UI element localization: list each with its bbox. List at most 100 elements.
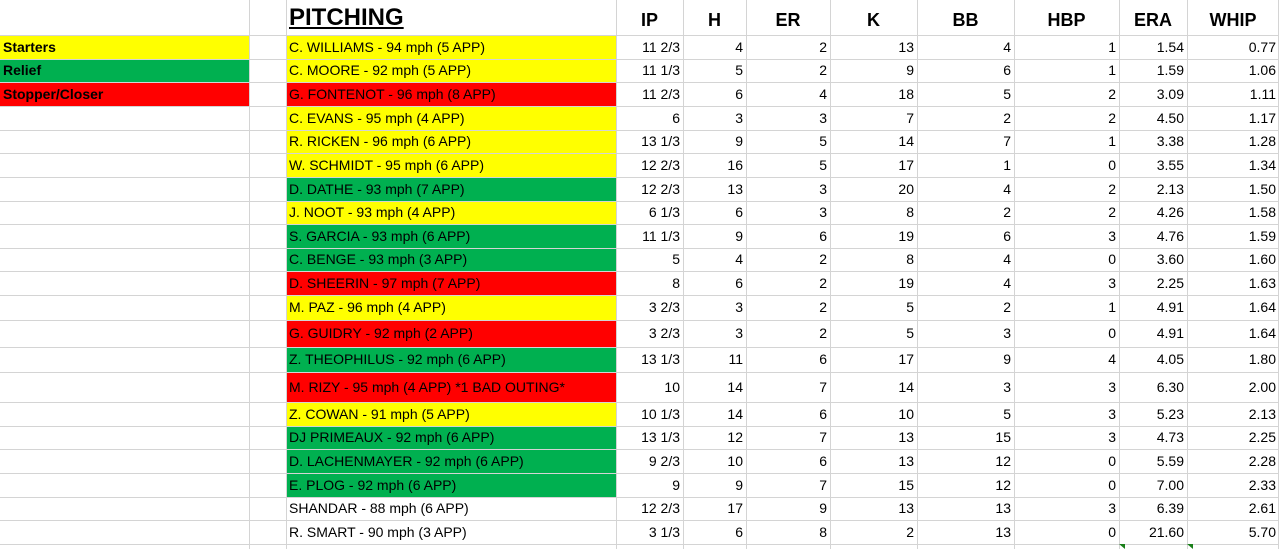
stat-cell-er: 2 (819, 62, 827, 78)
stat-cell-era: 2.13 (1156, 181, 1184, 197)
stat-cell-h: 13 (727, 181, 743, 197)
stat-cell-ip: 12 2/3 (641, 157, 680, 173)
table-row: R. SMART - 90 mph (3 APP) 3 1/3 6 8 2 13 0 21.6… (0, 520, 1279, 544)
stat-cell-h: 11 (728, 351, 743, 367)
stat-cell-bb: 6 (1003, 228, 1011, 244)
grid-hline (0, 347, 1279, 348)
stat-cell-bb: 7 (1003, 133, 1011, 149)
stat-cell-bb: 4 (1003, 275, 1011, 291)
stat-cell-whip: 1.59 (1248, 228, 1276, 244)
stat-cell-k: 20 (898, 181, 914, 197)
pitcher-name-cell: M. RIZY - 95 mph (4 APP) *1 BAD OUTING* (286, 372, 616, 402)
stat-cell-hbp: 3 (1108, 429, 1116, 445)
stat-cell-er: 9 (819, 500, 827, 516)
stat-cell-er: 6 (819, 453, 827, 469)
stat-cell-h: 6 (735, 524, 743, 540)
table-row: D. LACHENMAYER - 92 mph (6 APP) 9 2/3 10 6 1… (0, 449, 1279, 473)
stat-cell-bb: 1 (1003, 157, 1011, 173)
error-indicator-icon (1187, 544, 1193, 549)
stat-cell-era: 4.26 (1156, 204, 1184, 220)
stat-cell-ip: 12 2/3 (641, 500, 680, 516)
stat-cell-bb: 6 (1003, 62, 1011, 78)
stat-cell-ip: 3 2/3 (648, 325, 680, 341)
grid-hline (0, 426, 1279, 427)
stat-cell-hbp: 0 (1108, 453, 1116, 469)
pitcher-name-cell: D. SHEERIN - 97 mph (7 APP) (286, 271, 616, 295)
stat-cell-hbp: 0 (1108, 251, 1116, 267)
stat-cell-whip: 2.25 (1248, 429, 1276, 445)
pitcher-name-cell: M. PAZ - 96 mph (4 APP) (286, 295, 616, 320)
stat-cell-hbp: 2 (1108, 204, 1116, 220)
table-row: M. PAZ - 96 mph (4 APP) 3 2/3 3 2 5 2 1 4.91 1.6… (0, 295, 1279, 320)
stat-cell-ip: 6 1/3 (648, 204, 680, 220)
pitcher-name-cell: D. LACHENMAYER - 92 mph (6 APP) (286, 449, 616, 473)
stat-cell-hbp: 0 (1108, 157, 1116, 173)
table-row: W. SCHMIDT - 95 mph (6 APP) 12 2/3 16 5 17 1 0… (0, 153, 1279, 177)
stat-cell-k: 19 (898, 228, 914, 244)
stat-cell-ip: 10 (664, 379, 680, 395)
stat-cell-era: 3.55 (1156, 157, 1184, 173)
stat-cell-k: 2 (906, 524, 914, 540)
stat-cell-k: 5 (906, 299, 914, 315)
stat-cell-hbp: 1 (1108, 299, 1116, 315)
grid-vline (746, 0, 747, 549)
table-row: G. GUIDRY - 92 mph (2 APP) 3 2/3 3 2 5 3 0 4.91… (0, 320, 1279, 347)
stat-cell-h: 9 (735, 133, 743, 149)
stat-cell-ip: 13 1/3 (641, 133, 680, 149)
stat-cell-whip: 2.33 (1248, 477, 1276, 493)
stat-cell-ip: 13 1/3 (641, 351, 680, 367)
stat-cell-era: 4.73 (1156, 429, 1184, 445)
stat-cell-k: 14 (898, 379, 914, 395)
stat-cell-er: 2 (819, 251, 827, 267)
stat-cell-h: 3 (735, 299, 743, 315)
stat-cell-k: 14 (898, 133, 914, 149)
grid-hline (0, 248, 1279, 249)
stat-cell-ip: 11 1/3 (642, 62, 680, 78)
grid-hline (0, 520, 1279, 521)
grid-hline (0, 372, 1279, 373)
stat-cell-hbp: 3 (1108, 379, 1116, 395)
stat-cell-whip: 1.50 (1248, 181, 1276, 197)
stat-cell-hbp: 1 (1108, 62, 1116, 78)
stat-cell-era: 7.00 (1156, 477, 1184, 493)
stat-cell-k: 19 (898, 275, 914, 291)
stat-cell-er: 7 (819, 477, 827, 493)
stat-cell-k: 13 (898, 39, 914, 55)
table-row: C. BENGE - 93 mph (3 APP) 5 4 2 8 4 0 3.60 1.60 (0, 248, 1279, 271)
stat-cell-k: 13 (898, 429, 914, 445)
table-row: C. EVANS - 95 mph (4 APP) 6 3 3 7 2 2 4.50 1.17 (0, 106, 1279, 130)
stat-cell-bb: 12 (995, 477, 1011, 493)
stat-cell-ip: 11 1/3 (642, 228, 680, 244)
stat-cell-era: 2.25 (1156, 275, 1184, 291)
stat-cell-er: 3 (819, 204, 827, 220)
grid-hline (0, 544, 1279, 545)
stat-cell-ip: 9 (672, 477, 680, 493)
stat-cell-ip: 11 2/3 (642, 39, 680, 55)
stat-cell-era: 3.60 (1156, 251, 1184, 267)
stat-cell-hbp: 1 (1108, 39, 1116, 55)
pitcher-name-cell: Z. COWAN - 91 mph (5 APP) (286, 402, 616, 426)
table-row: SHANDAR - 88 mph (6 APP) 12 2/3 17 9 13 13 3 6.… (0, 497, 1279, 520)
stat-cell-hbp: 0 (1108, 477, 1116, 493)
stat-cell-bb: 5 (1003, 86, 1011, 102)
pitcher-name-cell: C. BENGE - 93 mph (3 APP) (286, 248, 616, 271)
grid-hline (0, 271, 1279, 272)
stat-cell-ip: 3 1/3 (648, 524, 680, 540)
grid-vline (616, 0, 617, 549)
stat-cell-bb: 2 (1003, 299, 1011, 315)
pitcher-name-cell: J. NOOT - 93 mph (4 APP) (286, 201, 616, 224)
stat-cell-hbp: 3 (1108, 275, 1116, 291)
stat-cell-hbp: 2 (1108, 86, 1116, 102)
table-row: M. RIZY - 95 mph (4 APP) *1 BAD OUTING* 1… (0, 372, 1279, 402)
grid-hline (0, 177, 1279, 178)
stat-cell-k: 13 (898, 500, 914, 516)
grid-hline (0, 130, 1279, 131)
stat-cell-h: 6 (735, 275, 743, 291)
pitcher-name-cell: SHANDAR - 88 mph (6 APP) (286, 497, 616, 520)
stat-cell-whip: 1.64 (1248, 325, 1276, 341)
stat-cell-era: 3.09 (1156, 86, 1184, 102)
table-row: R. RICKEN - 96 mph (6 APP) 13 1/3 9 5 14 7 1 3.… (0, 130, 1279, 153)
stat-cell-er: 6 (819, 406, 827, 422)
stat-cell-era: 4.91 (1156, 325, 1184, 341)
stat-cell-hbp: 0 (1108, 325, 1116, 341)
